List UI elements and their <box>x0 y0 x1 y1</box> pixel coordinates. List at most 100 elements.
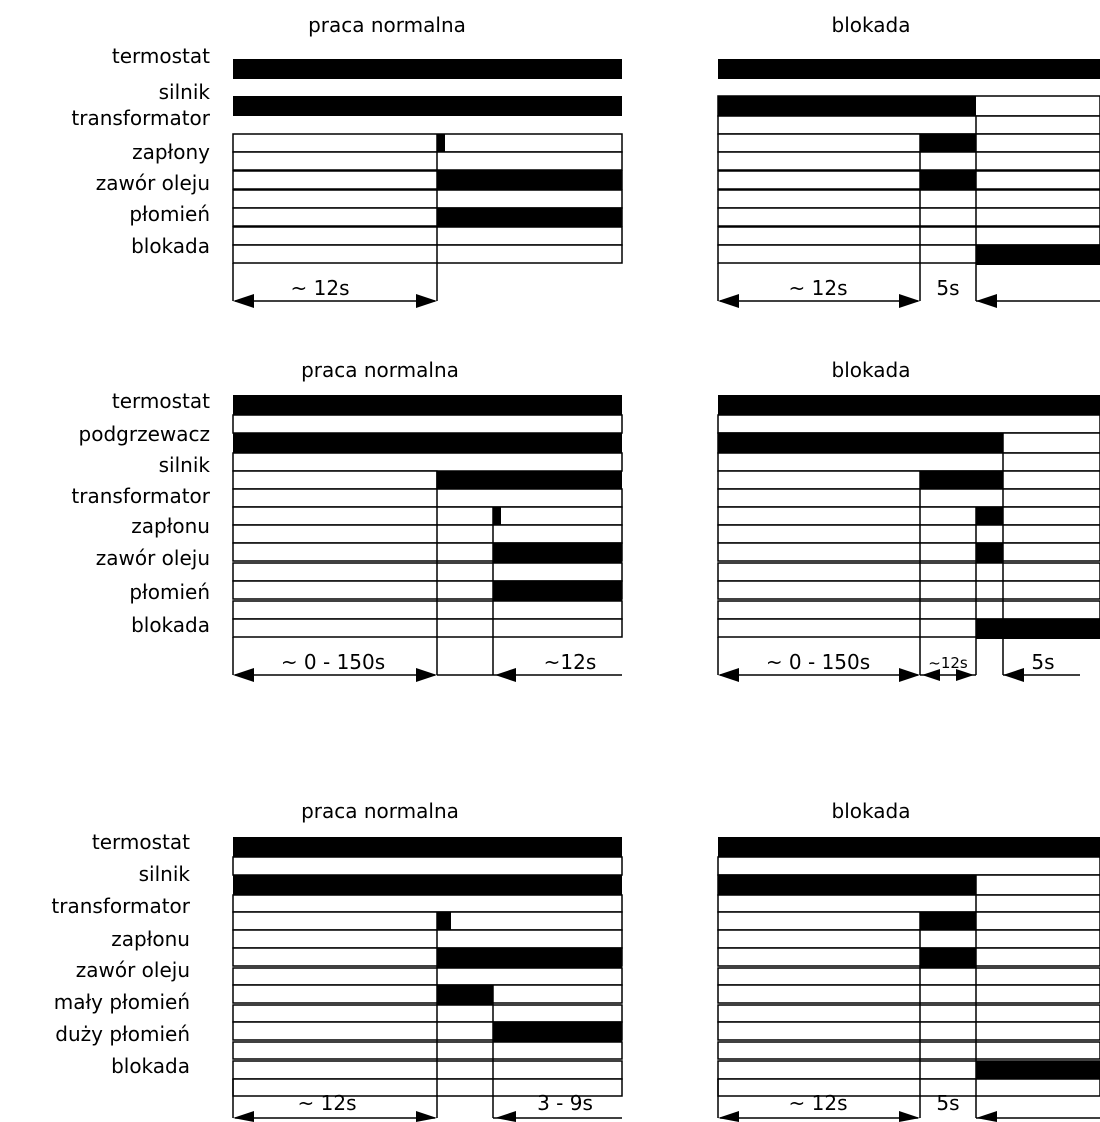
signal-bar <box>920 948 976 968</box>
dimension-label: ~ 12s <box>789 276 848 300</box>
row-label: silnik <box>139 862 191 886</box>
left-arrow-icon <box>718 294 739 308</box>
signal-lane <box>717 562 1100 582</box>
signal-bar <box>718 59 1100 79</box>
timing-panel-blokada-1: ~ 12s 5s <box>717 59 1100 308</box>
signal-lane <box>717 506 1100 526</box>
signal-lane <box>232 470 438 490</box>
panel-title: blokada <box>832 13 911 37</box>
row-label: zawór oleju <box>96 546 210 570</box>
signal-bar <box>920 471 1003 491</box>
signal-lane <box>717 929 1100 949</box>
left-arrow-icon <box>976 1111 997 1122</box>
signal-lane <box>232 618 623 638</box>
dimension-label: 5s <box>1031 650 1054 674</box>
signal-lane <box>717 1021 1100 1041</box>
signal-bar <box>493 543 622 563</box>
row-label: transformator <box>71 106 210 130</box>
signal-lane <box>717 488 1100 508</box>
signal-bar <box>976 1061 1100 1081</box>
signal-bar <box>718 96 976 116</box>
signal-lane <box>717 1041 1100 1060</box>
dimension-label: ~12s <box>544 650 597 674</box>
left-arrow-icon <box>718 1111 739 1122</box>
signal-lane <box>717 452 1100 472</box>
signal-lane <box>232 1060 623 1080</box>
right-arrow-icon <box>416 1111 437 1122</box>
signal-lane <box>717 1004 1100 1023</box>
right-arrow-icon <box>899 668 920 682</box>
signal-bar <box>718 837 1100 857</box>
left-arrow-icon <box>1003 668 1024 682</box>
signal-lane <box>232 133 623 153</box>
left-arrow-icon <box>233 1111 254 1122</box>
signal-bar <box>233 875 622 895</box>
row-label: płomień <box>129 202 210 226</box>
timing-panel-normal-3: ~ 12s 3 - 9s <box>232 837 623 1122</box>
row-label: transformator <box>51 894 190 918</box>
row-label: zapłony <box>132 140 210 164</box>
signal-lane <box>717 226 1100 246</box>
dimension-label: ~12s <box>928 654 968 672</box>
signal-bar <box>437 948 622 968</box>
signal-lane <box>717 600 1100 620</box>
signal-bar <box>493 1022 622 1042</box>
row-label: silnik <box>159 453 211 477</box>
signal-lane <box>232 967 623 986</box>
panel-title: praca normalna <box>301 799 459 823</box>
left-arrow-icon <box>922 669 940 681</box>
signal-lane <box>717 151 1100 171</box>
section-1: praca normalna blokada termostat silnik … <box>71 13 1100 308</box>
signal-lane <box>232 488 623 508</box>
signal-bar <box>437 171 622 191</box>
section-2: praca normalna blokada termostat podgrze… <box>71 358 1100 682</box>
row-label: mały płomień <box>54 990 190 1014</box>
signal-lane <box>232 1004 623 1023</box>
row-label: blokada <box>111 1054 190 1078</box>
signal-bar <box>718 395 1100 415</box>
signal-lane <box>232 244 623 264</box>
signal-lane <box>717 207 1100 227</box>
signal-pulse <box>437 134 445 152</box>
right-arrow-icon <box>899 1111 920 1122</box>
signal-lane <box>717 911 1100 931</box>
signal-bar <box>233 59 622 79</box>
row-label: podgrzewacz <box>79 422 210 446</box>
signal-lane <box>717 894 1100 913</box>
signal-bar <box>920 134 976 154</box>
row-label: blokada <box>131 234 210 258</box>
dimension-label: ~ 12s <box>291 276 350 300</box>
right-arrow-icon <box>416 294 437 308</box>
dimension-label: 5s <box>936 1091 959 1115</box>
row-label: termostat <box>112 389 210 413</box>
signal-lane <box>232 1041 623 1060</box>
signal-bar <box>233 837 622 857</box>
signal-lane <box>717 133 1100 153</box>
timing-panel-normal-1: ~ 12s <box>232 59 623 308</box>
signal-lane <box>232 856 623 876</box>
signal-bar <box>233 395 622 415</box>
row-label: zawór oleju <box>76 958 190 982</box>
left-arrow-icon <box>976 294 997 308</box>
row-label: silnik <box>159 80 211 104</box>
dimension-label: 3 - 9s <box>537 1091 593 1115</box>
row-label: zawór oleju <box>96 171 210 195</box>
row-label: płomień <box>129 580 210 604</box>
signal-bar <box>437 985 493 1005</box>
signal-lane <box>717 542 1100 562</box>
signal-bar <box>920 171 976 191</box>
signal-lane <box>232 189 623 209</box>
signal-lane <box>717 470 1100 490</box>
right-arrow-icon <box>416 668 437 682</box>
signal-lane <box>717 1078 1100 1097</box>
signal-lane <box>717 967 1100 986</box>
dimension-label: ~ 0 - 150s <box>766 650 870 674</box>
row-label: termostat <box>92 830 190 854</box>
right-arrow-icon <box>956 669 974 681</box>
signal-lane <box>232 524 623 544</box>
signal-pulse <box>437 912 451 930</box>
signal-lane <box>717 524 1100 544</box>
panel-title: blokada <box>832 358 911 382</box>
row-label: duży płomień <box>55 1022 190 1046</box>
panel-title: praca normalna <box>308 13 466 37</box>
